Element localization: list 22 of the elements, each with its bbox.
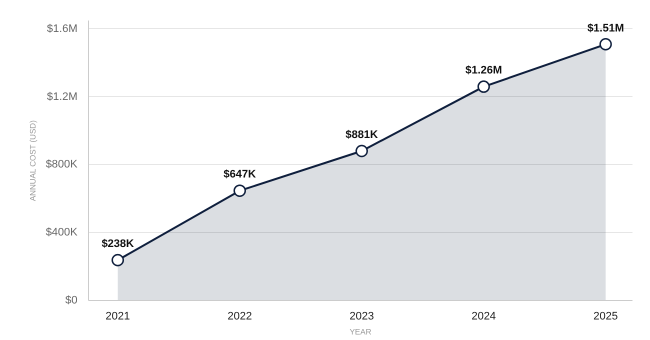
y-tick-label: $1.6M [46, 22, 78, 35]
y-tick-label: $400K [46, 226, 78, 239]
point [112, 254, 124, 266]
data-label: $238K [102, 238, 134, 250]
data-label: $1.51M [587, 22, 624, 34]
y-tick-label: $0 [65, 294, 78, 306]
data-label: $1.26M [465, 64, 502, 77]
point [599, 38, 612, 50]
x-tick-label: 2023 [349, 310, 374, 322]
x-axis-title: YEAR [350, 328, 372, 336]
y-axis-title: ANNUAL COST (USD) [28, 120, 38, 202]
data-label: $881K [346, 128, 378, 141]
y-tick-label: $800K [46, 158, 78, 171]
data-label: $647K [224, 168, 256, 181]
x-tick-label: 2024 [471, 310, 496, 322]
y-tick-label: $1.2M [46, 90, 78, 103]
x-tick-label: 2022 [228, 310, 252, 322]
x-tick-label: 2025 [593, 310, 618, 322]
x-tick-label: 2021 [106, 310, 130, 322]
point [355, 144, 368, 158]
point [233, 184, 246, 197]
point [477, 80, 490, 93]
